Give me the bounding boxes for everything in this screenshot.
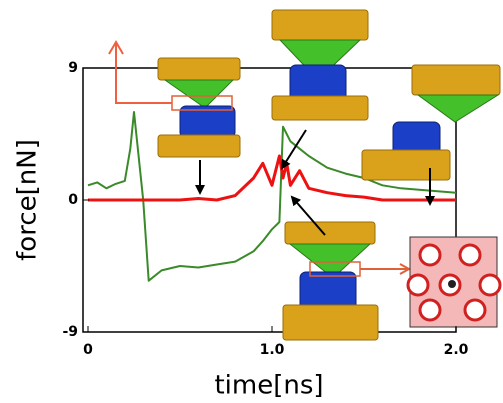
chart: time[ns] force[nN] -9 0 9 0 1.0 2.0 <box>0 0 503 403</box>
blue-block <box>180 106 235 138</box>
inset-spot <box>465 300 485 320</box>
x-tick-label: 2.0 <box>444 342 469 358</box>
illustrations <box>109 10 500 340</box>
gold-slab <box>158 58 240 80</box>
gold-slab <box>412 65 500 95</box>
inset-spot <box>460 245 480 265</box>
inset-spot <box>408 275 428 295</box>
inset-spot <box>420 245 440 265</box>
y-tick-label: 0 <box>68 192 78 208</box>
x-tick-label: 0 <box>83 342 93 358</box>
gold-slab <box>272 10 368 40</box>
gold-slab <box>283 305 378 340</box>
y-tick-label: -9 <box>62 324 78 340</box>
gold-slab <box>158 135 240 157</box>
orange-arrow <box>360 264 409 274</box>
inset-spot <box>480 275 500 295</box>
green-tip <box>418 95 498 122</box>
x-axis-label: time[ns] <box>214 371 323 401</box>
y-tick-label: 9 <box>68 60 78 76</box>
inset-center <box>448 280 456 288</box>
inset-spot <box>420 300 440 320</box>
gold-slab <box>272 96 368 120</box>
gold-slab <box>362 150 450 180</box>
y-axis-label: force[nN] <box>13 139 43 261</box>
x-tick-label: 1.0 <box>260 342 285 358</box>
gold-slab <box>285 222 375 244</box>
black-arrow <box>282 130 306 168</box>
green-tip <box>165 80 233 108</box>
